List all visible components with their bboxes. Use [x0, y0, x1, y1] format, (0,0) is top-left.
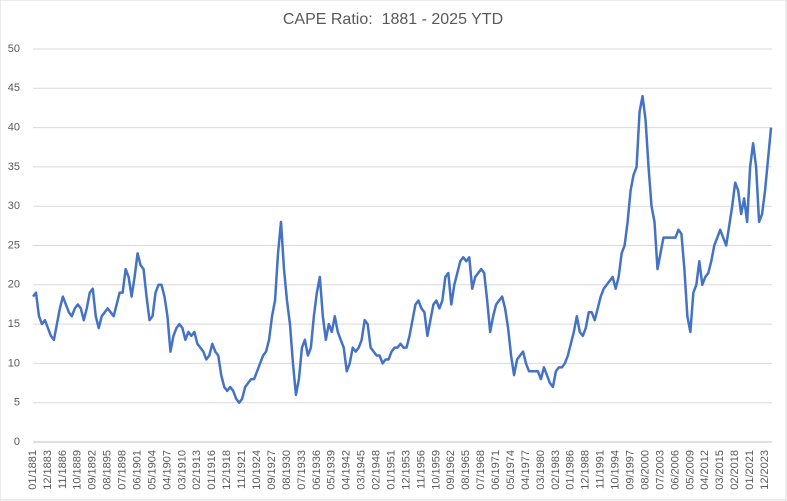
x-tick-label: 09/1892 — [87, 450, 99, 490]
x-tick-label: 01/1881 — [27, 450, 39, 490]
y-tick-label: 0 — [14, 436, 20, 448]
x-tick-label: 11/1956 — [415, 450, 427, 489]
y-tick-label: 20 — [8, 279, 20, 291]
x-tick-label: 03/1980 — [535, 450, 547, 490]
x-tick-label: 08/1965 — [460, 450, 472, 490]
x-tick-label: 07/1933 — [296, 450, 308, 490]
x-tick-label: 07/2003 — [654, 450, 666, 490]
x-tick-label: 02/1913 — [191, 450, 203, 490]
x-tick-label: 05/1904 — [146, 450, 158, 490]
x-tick-label: 06/1971 — [490, 450, 502, 490]
x-tick-label: 05/1974 — [505, 450, 517, 490]
x-tick-label: 11/1921 — [236, 450, 248, 489]
x-tick-label: 12/1953 — [400, 450, 412, 490]
x-tick-label: 03/1945 — [356, 450, 368, 490]
chart-title: CAPE Ratio: 1881 - 2025 YTD — [283, 11, 503, 28]
y-tick-label: 5 — [14, 397, 20, 409]
x-tick-label: 12/1883 — [42, 450, 54, 490]
x-tick-label: 07/1968 — [475, 450, 487, 490]
y-tick-label: 50 — [8, 43, 20, 55]
x-tick-label: 05/1939 — [326, 450, 338, 490]
x-tick-label: 09/1997 — [625, 450, 637, 490]
x-tick-label: 11/1991 — [595, 450, 607, 489]
x-tick-label: 05/2009 — [684, 450, 696, 490]
x-tick-label: 01/2021 — [744, 450, 756, 490]
x-tick-label: 04/2012 — [699, 450, 711, 490]
x-tick-label: 09/1927 — [266, 450, 278, 490]
x-tick-label: 01/1951 — [385, 450, 397, 490]
x-tick-label: 06/1901 — [131, 450, 143, 490]
x-tick-label: 02/2018 — [729, 450, 741, 490]
x-tick-label: 10/1959 — [430, 450, 442, 490]
x-tick-label: 10/1889 — [72, 450, 84, 490]
x-tick-label: 08/1895 — [102, 450, 114, 490]
x-tick-label: 12/1918 — [221, 450, 233, 490]
x-tick-label: 09/1962 — [445, 450, 457, 490]
x-tick-label: 01/1986 — [565, 450, 577, 490]
x-tick-label: 07/1898 — [117, 450, 129, 490]
x-tick-label: 03/1910 — [176, 450, 188, 490]
x-tick-label: 12/2023 — [759, 450, 771, 490]
data-line — [32, 94, 773, 404]
x-tick-label: 10/1994 — [610, 450, 622, 490]
x-tick-label: 03/2015 — [714, 450, 726, 490]
x-tick-label: 04/1977 — [520, 450, 532, 490]
x-tick-label: 06/2006 — [669, 450, 681, 490]
x-tick-label: 08/2000 — [639, 450, 651, 490]
y-tick-label: 35 — [8, 161, 20, 173]
y-tick-label: 25 — [8, 239, 20, 251]
y-tick-label: 40 — [8, 122, 20, 134]
x-tick-label: 04/1942 — [341, 450, 353, 490]
x-tick-label: 12/1988 — [580, 450, 592, 490]
x-tick-label: 06/1936 — [311, 450, 323, 490]
x-tick-label: 02/1948 — [371, 450, 383, 490]
x-tick-label: 02/1983 — [550, 450, 562, 490]
y-tick-label: 15 — [8, 318, 20, 330]
y-tick-label: 10 — [8, 357, 20, 369]
x-tick-label: 11/1886 — [57, 450, 69, 489]
x-tick-label: 10/1924 — [251, 450, 263, 490]
x-tick-label: 04/1907 — [161, 450, 173, 490]
x-tick-label: 08/1930 — [281, 450, 293, 490]
y-tick-label: 30 — [8, 200, 20, 212]
x-tick-label: 01/1916 — [206, 450, 218, 490]
y-tick-label: 45 — [8, 82, 20, 94]
